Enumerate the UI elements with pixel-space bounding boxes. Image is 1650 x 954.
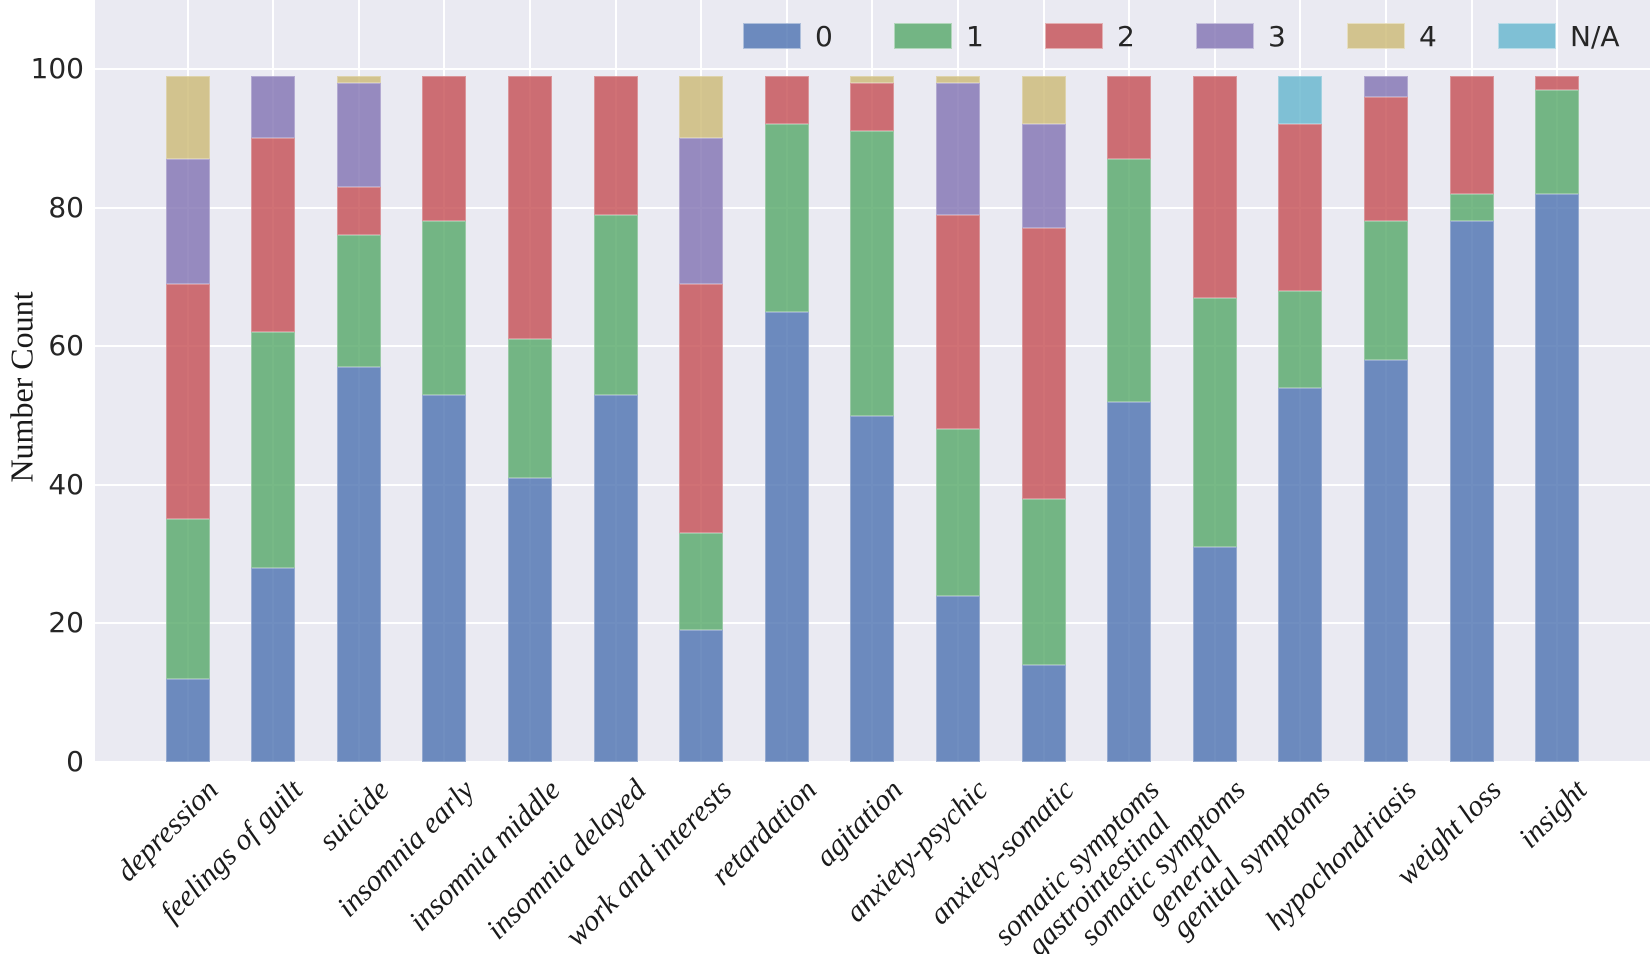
y-tick-label: 80: [48, 190, 84, 224]
bar-segment-genital-symptoms-score-1: [1278, 290, 1323, 388]
bar-segment-anxiety-somatic-score-2: [1021, 228, 1066, 499]
bar-segment-genital-symptoms-score-2: [1278, 124, 1323, 291]
y-tick-label: 60: [48, 329, 84, 363]
bar-segment-anxiety-somatic-score-3: [1021, 124, 1066, 229]
bar-segment-feelings-of-guilt-score-0: [251, 567, 296, 762]
bar-segment-insight-score-0: [1535, 193, 1580, 762]
plot-area: 0 1 2 3 4 N/A: [95, 0, 1650, 763]
bar-segment-anxiety-psychic-score-1: [935, 429, 980, 596]
legend-label-4: 4: [1419, 20, 1437, 53]
bar-segment-weight-loss-score-2: [1449, 75, 1494, 194]
legend-swatch-1: [894, 23, 952, 49]
bar-segment-feelings-of-guilt-score-3: [251, 75, 296, 139]
bar-segment-suicide-score-0: [336, 367, 381, 762]
bar-segment-retardation-score-2: [764, 75, 809, 125]
bar-segment-anxiety-somatic-score-1: [1021, 498, 1066, 665]
legend-swatch-N/A: [1498, 23, 1556, 49]
y-axis-label: Number Count: [3, 291, 40, 483]
bar-segment-somatic-symptoms-gastrointestinal-score-1: [1107, 159, 1152, 402]
bar-segment-work-and-interests-score-0: [679, 630, 724, 762]
bar-segment-insomnia-middle-score-2: [507, 75, 552, 340]
bar-segment-genital-symptoms-score-0: [1278, 387, 1323, 762]
bar-segment-depression-score-4: [165, 75, 210, 160]
bar-segment-work-and-interests-score-4: [679, 75, 724, 139]
bar-segment-agitation-score-2: [850, 82, 895, 132]
bar-segment-insomnia-delayed-score-0: [593, 394, 638, 762]
bar-segment-insomnia-delayed-score-1: [593, 214, 638, 395]
y-tick-label: 40: [48, 467, 84, 501]
bar-segment-anxiety-psychic-score-2: [935, 214, 980, 430]
bar-segment-work-and-interests-score-2: [679, 283, 724, 534]
legend-swatch-4: [1347, 23, 1405, 49]
bar-segment-anxiety-somatic-score-4: [1021, 75, 1066, 125]
x-tick-label: insomnia delayed: [479, 773, 653, 946]
bar-segment-insomnia-early-score-0: [422, 394, 467, 762]
bar-segment-retardation-score-0: [764, 311, 809, 762]
legend-label-3: 3: [1268, 20, 1286, 53]
legend-swatch-0: [743, 23, 801, 49]
bar-segment-weight-loss-score-1: [1449, 193, 1494, 222]
bar-segment-insight-score-1: [1535, 89, 1580, 194]
y-tick-label: 100: [30, 52, 84, 85]
bar-segment-insomnia-middle-score-1: [507, 339, 552, 478]
bar-segment-feelings-of-guilt-score-1: [251, 332, 296, 568]
x-tick-label: hypochondriasis: [1258, 773, 1423, 937]
bar-segment-agitation-score-1: [850, 131, 895, 416]
bar-segment-depression-score-3: [165, 159, 210, 284]
bar-segment-suicide-score-2: [336, 186, 381, 236]
bar-segment-agitation-score-0: [850, 415, 895, 762]
bar-segment-insight-score-2: [1535, 75, 1580, 90]
x-axis-ticks: depression feelings of guilt suicide insomn…: [95, 762, 1650, 954]
bar-segment-anxiety-psychic-score-4: [935, 75, 980, 83]
bar-segment-suicide-score-1: [336, 235, 381, 367]
bar-segment-somatic-symptoms-gastrointestinal-score-0: [1107, 401, 1152, 762]
bar-segment-suicide-score-4: [336, 75, 381, 83]
bar-segment-somatic-symptoms-general-score-1: [1192, 297, 1237, 548]
bar-segment-work-and-interests-score-1: [679, 533, 724, 631]
bar-segment-anxiety-psychic-score-3: [935, 82, 980, 215]
bar-segment-work-and-interests-score-3: [679, 138, 724, 284]
y-tick-label: 0: [66, 745, 84, 778]
legend-label-N/A: N/A: [1570, 20, 1620, 53]
legend-label-1: 1: [966, 20, 984, 53]
bar-segment-agitation-score-4: [850, 75, 895, 83]
bar-segment-hypochondriasis-score-0: [1363, 360, 1408, 762]
bar-segment-insomnia-early-score-2: [422, 75, 467, 222]
bar-segment-anxiety-psychic-score-0: [935, 595, 980, 762]
x-tick-label: insight: [1512, 773, 1594, 855]
x-tick-label: suicide: [311, 773, 396, 857]
bar-segment-depression-score-2: [165, 283, 210, 520]
legend-label-2: 2: [1117, 20, 1135, 53]
legend-swatch-2: [1045, 23, 1103, 49]
bar-segment-depression-score-1: [165, 519, 210, 679]
bar-segment-weight-loss-score-0: [1449, 221, 1494, 762]
bar-segment-insomnia-middle-score-0: [507, 477, 552, 762]
bar-segment-hypochondriasis-score-3: [1363, 75, 1408, 97]
legend-swatch-3: [1196, 23, 1254, 49]
bar-segment-hypochondriasis-score-1: [1363, 221, 1408, 361]
bar-segment-somatic-symptoms-general-score-2: [1192, 75, 1237, 298]
legend-label-0: 0: [815, 20, 833, 53]
bar-segment-insomnia-early-score-1: [422, 221, 467, 395]
bar-segment-feelings-of-guilt-score-2: [251, 138, 296, 333]
x-tick-label: insomnia middle: [402, 773, 567, 938]
bar-segment-hypochondriasis-score-2: [1363, 96, 1408, 222]
bar-segment-insomnia-delayed-score-2: [593, 75, 638, 215]
legend: 0 1 2 3 4 N/A: [95, 0, 1650, 60]
gridline-y-0: [95, 761, 1650, 763]
bar-segment-somatic-symptoms-general-score-0: [1192, 547, 1237, 762]
bar-segment-retardation-score-1: [764, 124, 809, 312]
bar-segment-anxiety-somatic-score-0: [1021, 664, 1066, 762]
bar-segment-suicide-score-3: [336, 82, 381, 187]
y-tick-label: 20: [48, 606, 84, 640]
bar-segment-depression-score-0: [165, 678, 210, 762]
bar-segment-genital-symptoms-score-N/A: [1278, 75, 1323, 125]
bar-segment-somatic-symptoms-gastrointestinal-score-2: [1107, 75, 1152, 160]
